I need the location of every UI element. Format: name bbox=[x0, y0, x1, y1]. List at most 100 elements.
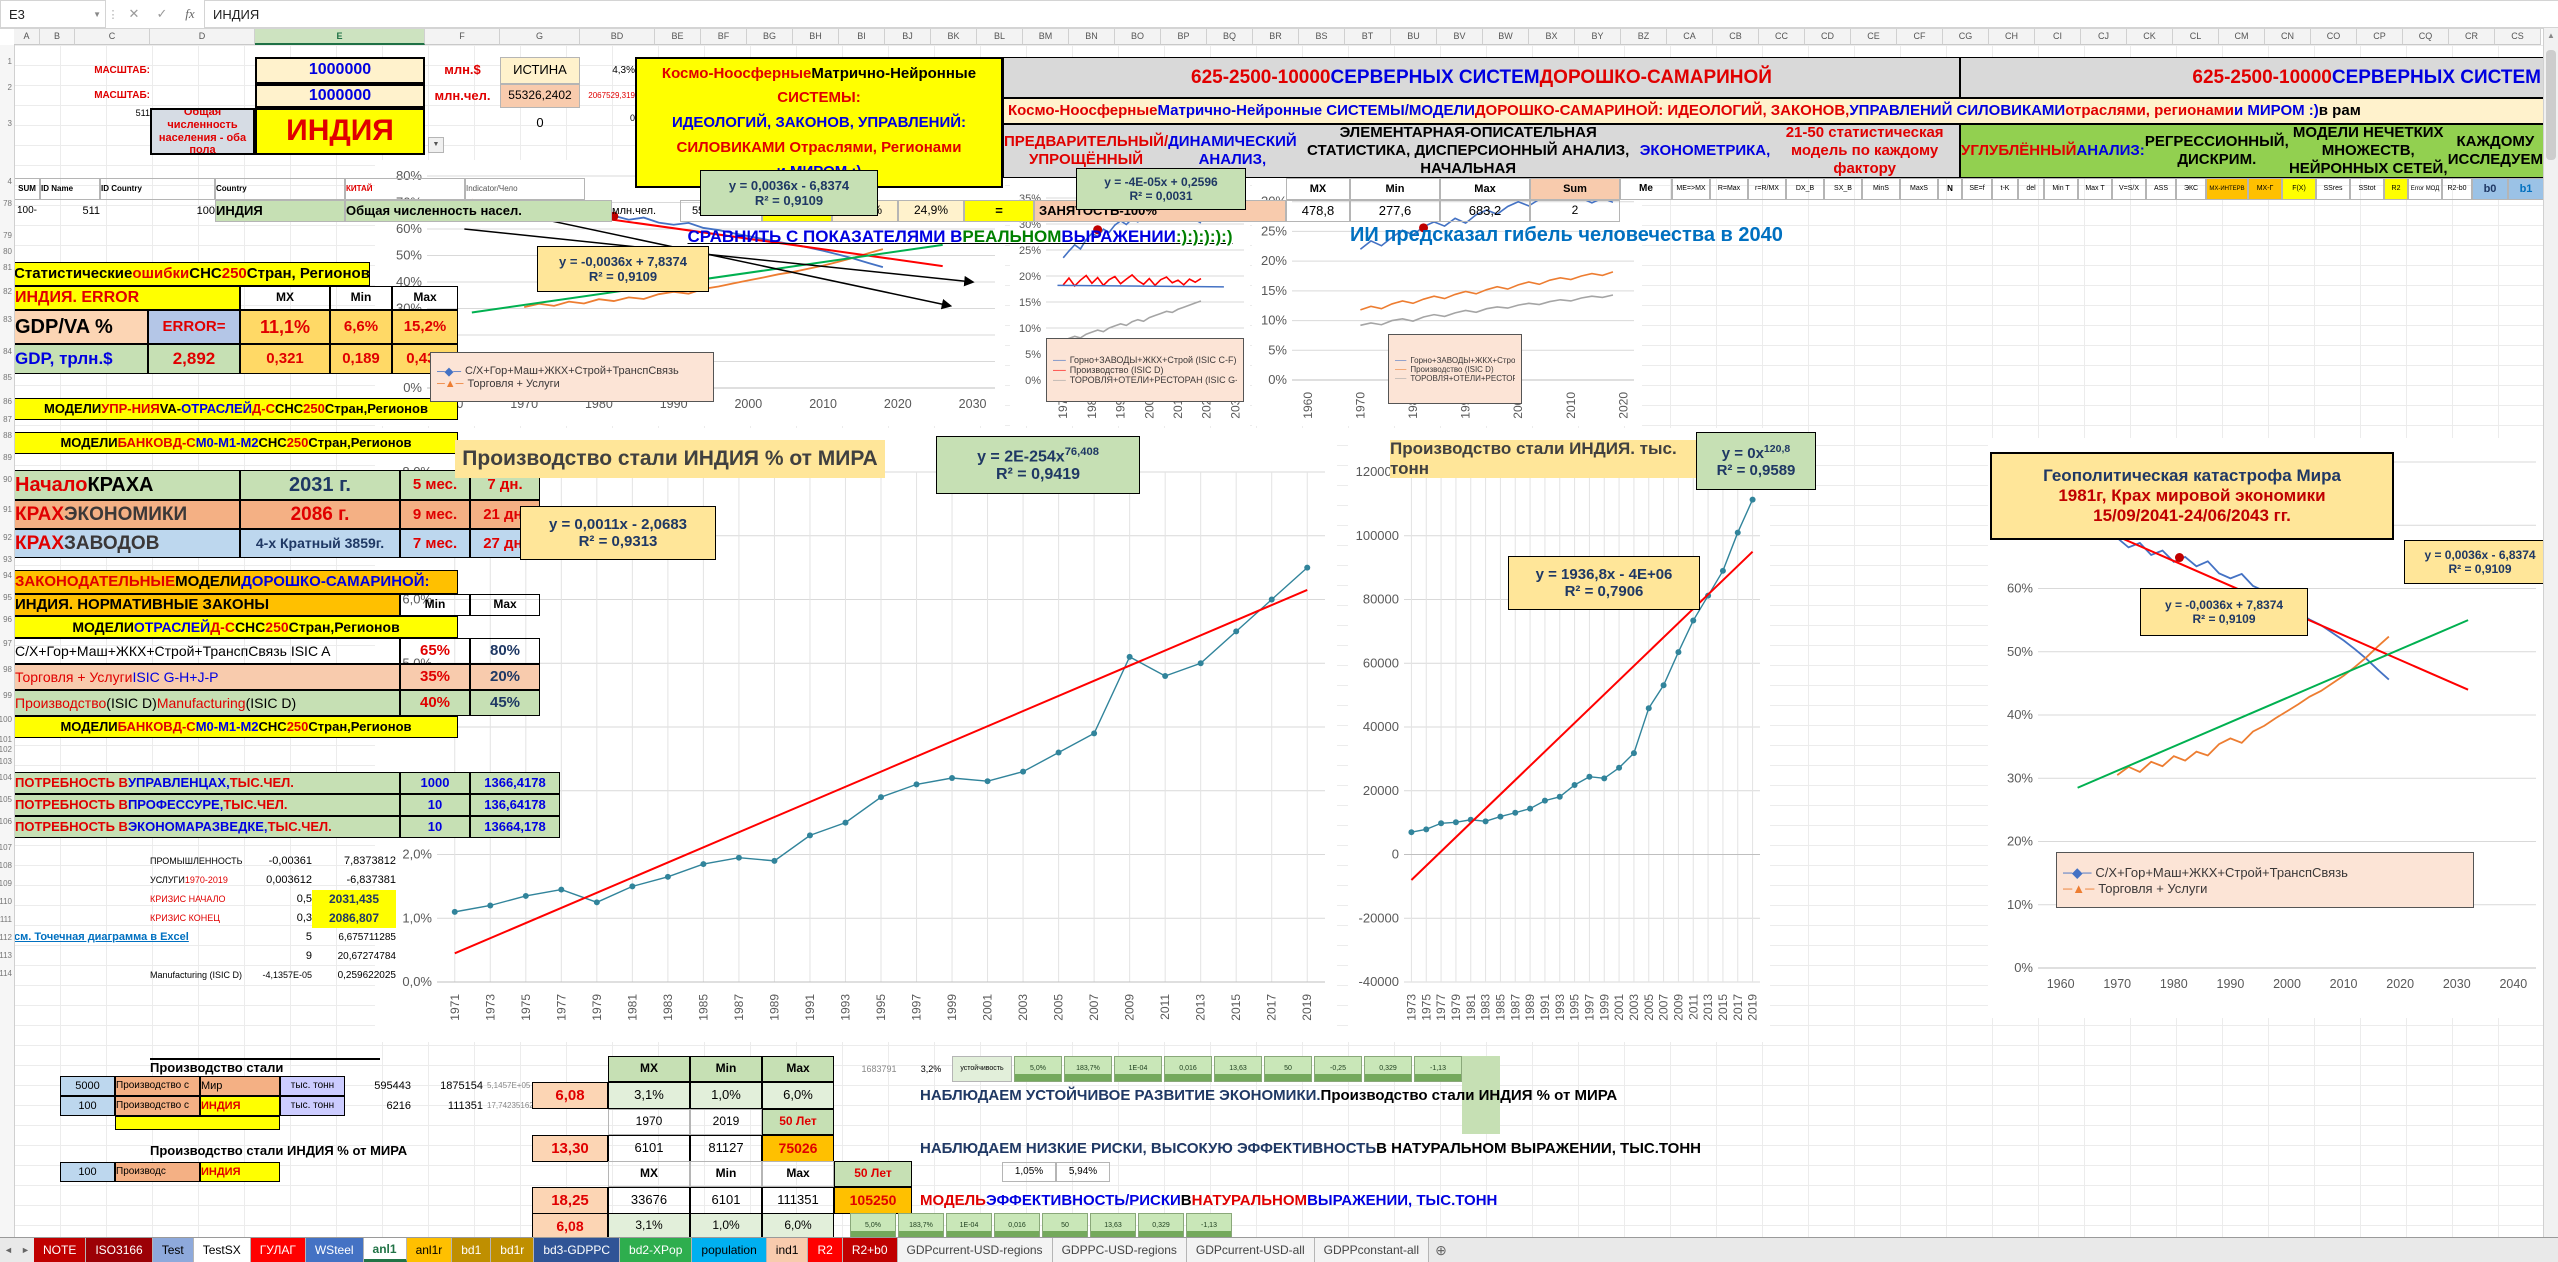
row-header-114[interactable]: 114 bbox=[0, 969, 12, 978]
row-header-108[interactable]: 108 bbox=[0, 861, 12, 870]
vertical-scrollbar[interactable]: ▲ bbox=[2543, 28, 2558, 1238]
column-header-BY[interactable]: BY bbox=[1575, 28, 1621, 45]
column-header-CE[interactable]: CE bbox=[1851, 28, 1897, 45]
column-header-CK[interactable]: CK bbox=[2127, 28, 2173, 45]
sheet-tab-GDPPconstant-all[interactable]: GDPPconstant-all bbox=[1314, 1238, 1429, 1262]
row-header-88[interactable]: 88 bbox=[3, 431, 12, 440]
column-header-BJ[interactable]: BJ bbox=[885, 28, 931, 45]
row-header-98[interactable]: 98 bbox=[3, 665, 12, 674]
column-header-CJ[interactable]: CJ bbox=[2081, 28, 2127, 45]
sheet-tab-population[interactable]: population bbox=[692, 1238, 767, 1262]
column-header-B[interactable]: B bbox=[40, 28, 75, 45]
row-header-106[interactable]: 106 bbox=[0, 817, 12, 826]
sheet-tab-WSteel[interactable]: WSteel bbox=[305, 1238, 364, 1262]
column-header-BU[interactable]: BU bbox=[1391, 28, 1437, 45]
column-header-BX[interactable]: BX bbox=[1529, 28, 1575, 45]
row-header-1[interactable]: 1 bbox=[7, 57, 12, 66]
column-header-CC[interactable]: CC bbox=[1759, 28, 1805, 45]
column-header-BG[interactable]: BG bbox=[747, 28, 793, 45]
column-header-BV[interactable]: BV bbox=[1437, 28, 1483, 45]
column-header-A[interactable]: A bbox=[14, 28, 40, 45]
sheet-tab-ГУЛАГ[interactable]: ГУЛАГ bbox=[250, 1238, 306, 1262]
column-header-BT[interactable]: BT bbox=[1345, 28, 1391, 45]
row-header-92[interactable]: 92 bbox=[3, 533, 12, 542]
insert-function-icon[interactable]: fx bbox=[185, 6, 195, 21]
namebox-dropdown-icon[interactable]: ▼ bbox=[93, 9, 101, 19]
row-header-95[interactable]: 95 bbox=[3, 593, 12, 602]
sheet-tab-bd1[interactable]: bd1 bbox=[452, 1238, 492, 1262]
column-header-BZ[interactable]: BZ bbox=[1621, 28, 1667, 45]
sheet-tab-GDPcurrent-USD-all[interactable]: GDPcurrent-USD-all bbox=[1186, 1238, 1315, 1262]
scatter-link[interactable]: см. Точечная диаграмма в Excel bbox=[14, 931, 189, 944]
sheet-tab-NOTE[interactable]: NOTE bbox=[34, 1238, 87, 1262]
column-header-CF[interactable]: CF bbox=[1897, 28, 1943, 45]
row-header-82[interactable]: 82 bbox=[3, 287, 12, 296]
row-header-89[interactable]: 89 bbox=[3, 453, 12, 462]
column-header-CA[interactable]: CA bbox=[1667, 28, 1713, 45]
sheet-tab-TestSX[interactable]: TestSX bbox=[193, 1238, 251, 1262]
column-header-F[interactable]: F bbox=[425, 28, 500, 45]
column-header-E[interactable]: E bbox=[255, 28, 425, 45]
column-header-CL[interactable]: CL bbox=[2173, 28, 2219, 45]
row-header-100[interactable]: 100 bbox=[0, 715, 12, 724]
row-header-78[interactable]: 78 bbox=[3, 199, 12, 208]
row-header-110[interactable]: 110 bbox=[0, 897, 12, 906]
column-header-CQ[interactable]: CQ bbox=[2403, 28, 2449, 45]
row-header-3[interactable]: 3 bbox=[7, 119, 12, 128]
ai-link[interactable]: ИИ предсказал гибель человечества в 2040 bbox=[1350, 222, 1810, 248]
row-header-93[interactable]: 93 bbox=[3, 555, 12, 564]
column-header-BK[interactable]: BK bbox=[931, 28, 977, 45]
row-header-103[interactable]: 103 bbox=[0, 757, 12, 766]
column-header-BD[interactable]: BD bbox=[580, 28, 655, 45]
scrollbar-thumb[interactable] bbox=[2546, 50, 2556, 160]
sheet-tab-GDPcurrent-USD-regions[interactable]: GDPcurrent-USD-regions bbox=[897, 1238, 1053, 1262]
row-header-4[interactable]: 4 bbox=[7, 177, 12, 186]
sheet-tab-bd3-GDPPC[interactable]: bd3-GDPPC bbox=[534, 1238, 621, 1262]
column-header-CP[interactable]: CP bbox=[2357, 28, 2403, 45]
scroll-up-icon[interactable]: ▲ bbox=[2547, 31, 2555, 40]
row-header-94[interactable]: 94 bbox=[3, 571, 12, 580]
compare-link[interactable]: СРАВНИТЬ С ПОКАЗАТЕЛЯМИ В РЕАЛЬНОМ ВЫРАЖ… bbox=[640, 226, 1280, 248]
row-header-99[interactable]: 99 bbox=[3, 691, 12, 700]
row-header-111[interactable]: 111 bbox=[0, 915, 12, 924]
column-header-BN[interactable]: BN bbox=[1069, 28, 1115, 45]
row-header-79[interactable]: 79 bbox=[3, 231, 12, 240]
sheet-tab-R2[interactable]: R2 bbox=[808, 1238, 843, 1262]
column-header-CD[interactable]: CD bbox=[1805, 28, 1851, 45]
sheet-tab-anl1r[interactable]: anl1r bbox=[406, 1238, 453, 1262]
column-header-BF[interactable]: BF bbox=[701, 28, 747, 45]
row-header-96[interactable]: 96 bbox=[3, 615, 12, 624]
column-header-BR[interactable]: BR bbox=[1253, 28, 1299, 45]
name-box[interactable]: E3 ▼ bbox=[0, 0, 106, 28]
row-header-85[interactable]: 85 bbox=[3, 373, 12, 382]
column-header-CG[interactable]: CG bbox=[1943, 28, 1989, 45]
sheet-tab-Test[interactable]: Test bbox=[152, 1238, 194, 1262]
row-header-80[interactable]: 80 bbox=[3, 247, 12, 256]
row-header-91[interactable]: 91 bbox=[3, 505, 12, 514]
sheet-tab-ind1[interactable]: ind1 bbox=[766, 1238, 809, 1262]
row-header-97[interactable]: 97 bbox=[3, 639, 12, 648]
column-header-BW[interactable]: BW bbox=[1483, 28, 1529, 45]
row-header-84[interactable]: 84 bbox=[3, 347, 12, 356]
column-header-CB[interactable]: CB bbox=[1713, 28, 1759, 45]
row-header-101[interactable]: 101 bbox=[0, 735, 12, 744]
cancel-icon[interactable]: ✕ bbox=[128, 6, 140, 21]
row-header-104[interactable]: 104 bbox=[0, 773, 12, 782]
sheet-tab-anl1[interactable]: anl1 bbox=[363, 1238, 407, 1262]
column-header-CI[interactable]: CI bbox=[2035, 28, 2081, 45]
row-header-107[interactable]: 107 bbox=[0, 843, 12, 852]
column-header-BH[interactable]: BH bbox=[793, 28, 839, 45]
formula-input[interactable]: ИНДИЯ bbox=[204, 0, 2558, 28]
sheet-tab-GDPPC-USD-regions[interactable]: GDPPC-USD-regions bbox=[1052, 1238, 1187, 1262]
row-header-102[interactable]: 102 bbox=[0, 745, 12, 754]
row-header-90[interactable]: 90 bbox=[3, 475, 12, 484]
row-header-87[interactable]: 87 bbox=[3, 415, 12, 424]
add-sheet-icon[interactable]: ⊕ bbox=[1435, 1241, 1447, 1258]
column-header-C[interactable]: C bbox=[75, 28, 150, 45]
sheet-tab-ISO3166[interactable]: ISO3166 bbox=[86, 1238, 153, 1262]
row-header-86[interactable]: 86 bbox=[3, 397, 12, 406]
row-header-81[interactable]: 81 bbox=[3, 263, 12, 272]
column-header-CS[interactable]: CS bbox=[2495, 28, 2541, 45]
column-header-CR[interactable]: CR bbox=[2449, 28, 2495, 45]
row-header-113[interactable]: 113 bbox=[0, 951, 12, 960]
